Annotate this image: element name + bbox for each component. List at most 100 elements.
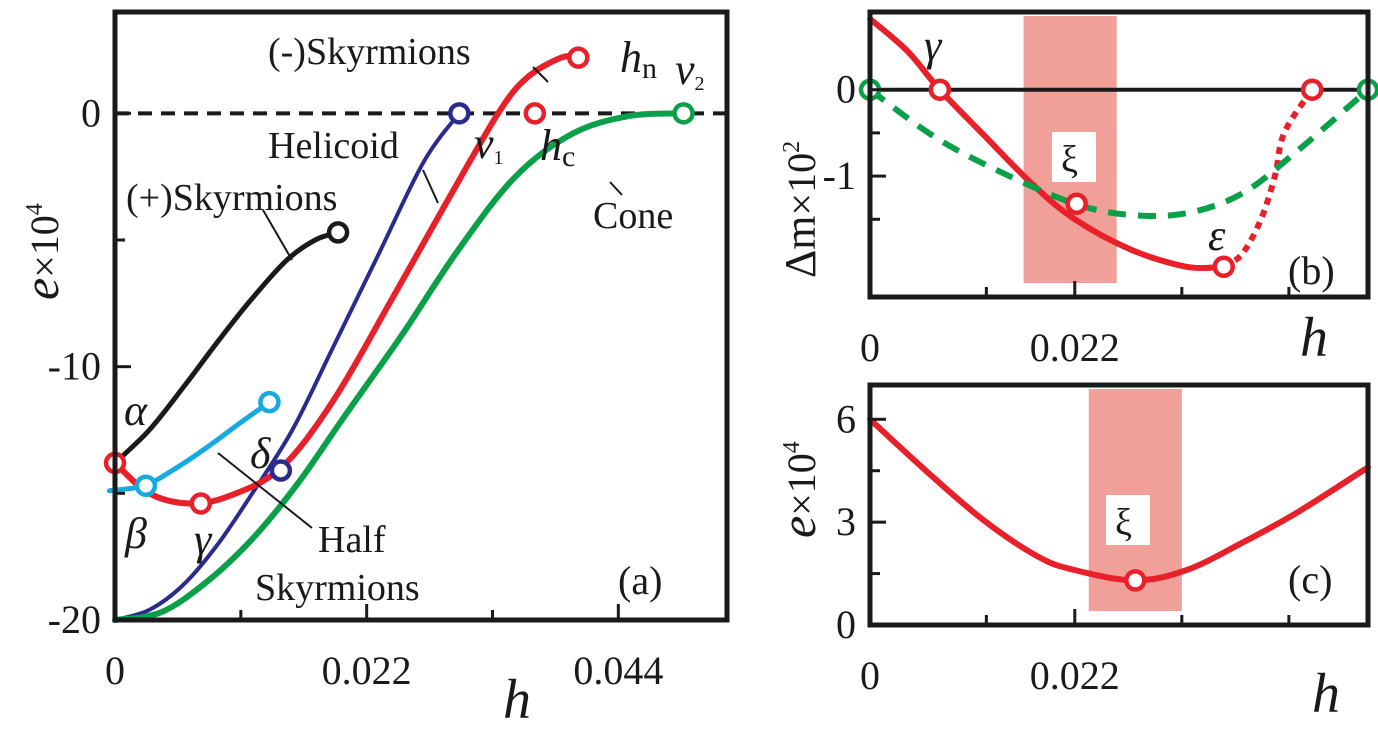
panel-a-label: (a) (618, 558, 662, 603)
panel-a-y-label-main: e (13, 278, 69, 300)
y-tick-label: -10 (48, 344, 101, 389)
panel-b-series-layer (867, 15, 1370, 272)
panel-c-x-label: h (1312, 663, 1340, 725)
label-cone: Cone (593, 195, 673, 237)
panel-a-axes: 0 0.022 0.044 0 -10 -20 (48, 90, 664, 693)
data-point-marker (928, 78, 952, 101)
y-tick-label: 0 (836, 602, 856, 647)
leader-line-minus-skyrmions (532, 66, 549, 83)
x-tick-label: 0 (860, 653, 880, 698)
panel-b-label-epsilon: ε (1208, 211, 1226, 260)
panel-b-y-label: Δm×102 (776, 141, 825, 278)
series-line-green (868, 87, 1370, 220)
panel-c-xi-label: ξ (1115, 502, 1132, 544)
series-line-red (867, 416, 1371, 584)
panel-b-xi-label: ξ (1061, 139, 1078, 181)
panel-b-markers (858, 78, 1378, 279)
label-hn-main: h (620, 33, 642, 82)
label-beta: β (124, 509, 147, 558)
panel-c-axes: 0 0.022 0 3 6 (836, 396, 1291, 698)
y-tick-label: 3 (836, 499, 856, 544)
series-line-minus_sky (112, 53, 582, 507)
panel-c-series-layer (867, 416, 1371, 584)
label-helicoid: Helicoid (268, 125, 399, 167)
data-point-marker (523, 102, 547, 125)
label-skyrmions: Skyrmions (255, 567, 420, 609)
label-nu2-main: ν (675, 45, 695, 94)
y-tick-label: -20 (48, 597, 101, 642)
panel-b-y-label-delta-m: Δm (776, 215, 825, 278)
panel-a-frame (112, 9, 730, 623)
panel-a-y-label: e×104 (13, 203, 69, 300)
leader-line-plus-skyrmions (262, 209, 293, 261)
data-point-marker (134, 474, 158, 497)
label-plus-skyrmions: (+)Skyrmions (126, 177, 337, 219)
label-alpha: α (124, 386, 148, 435)
panel-a-x-label: h (503, 669, 531, 729)
panel-c-label: (c) (1288, 557, 1332, 602)
label-gamma: γ (194, 515, 213, 564)
x-tick-label: 0.044 (573, 648, 663, 693)
x-tick-label: 0.022 (1030, 653, 1120, 698)
series-line-plus_sky (112, 229, 341, 466)
data-point-marker (448, 102, 471, 125)
panel-a: 0 0.022 0.044 0 -10 -20 (-)Skyrmions Helicoid… (13, 9, 730, 729)
panel-b-label-gamma: γ (924, 21, 943, 70)
x-tick-label: 0.022 (1030, 325, 1120, 370)
panel-b-y-label-exp: 2 (779, 141, 805, 153)
series-line-red_dot (1221, 88, 1315, 270)
panel-a-leader-lines (217, 66, 623, 529)
label-nu2: ν2 (675, 45, 705, 95)
label-half: Half (318, 519, 386, 561)
y-tick-label: 0 (836, 67, 856, 112)
leader-line-helicoid (422, 169, 439, 204)
panel-c-y-label-exp: 4 (779, 441, 805, 453)
y-tick-label: 6 (836, 396, 856, 441)
series-line-helicoid (113, 111, 462, 622)
data-point-marker (1124, 569, 1147, 592)
label-hc-main: h (540, 121, 562, 170)
label-nu1: ν1 (474, 119, 504, 169)
label-hn: hn (620, 33, 657, 85)
data-point-marker (189, 492, 213, 515)
panel-b-y-label-times: ×10 (779, 153, 824, 216)
label-minus-skyrmions: (-)Skyrmions (268, 31, 471, 73)
leader-line-half-skyrmions (217, 452, 313, 529)
label-nu1-sub: 1 (494, 147, 504, 169)
data-point-marker (258, 390, 281, 414)
x-tick-label: 0 (860, 325, 880, 370)
panel-c-y-label-main: e (770, 516, 826, 538)
data-point-marker (326, 221, 350, 244)
panel-b-y-label-main: Δm (776, 215, 825, 278)
data-point-marker (567, 46, 590, 69)
x-tick-label: 0.022 (322, 648, 412, 693)
panel-a-y-label-times: ×10 (22, 215, 67, 278)
panel-c-y-label-times: ×10 (779, 453, 824, 516)
panel-b: ξ 0 0.022 0 -1 γ ε (b) h Δm×102 (776, 9, 1378, 370)
data-point-marker (1300, 78, 1324, 101)
panel-c: ξ 0 0.022 0 3 6 (c) h e×104 (770, 382, 1371, 725)
panel-c-frame (867, 382, 1371, 628)
panel-b-label: (b) (1288, 248, 1335, 293)
label-delta: δ (250, 429, 272, 478)
label-hc-sub: c (562, 140, 575, 173)
label-nu2-sub: 2 (695, 73, 705, 95)
series-line-cone (112, 110, 687, 623)
panel-c-y-label: e×104 (770, 441, 826, 538)
label-hn-sub: n (642, 52, 657, 85)
data-point-marker (1065, 192, 1088, 215)
panel-c-xi-box (1106, 495, 1150, 545)
y-tick-label: -1 (823, 153, 856, 198)
panel-a-y-label-exp: 4 (22, 203, 48, 215)
panel-b-xi-box (1052, 132, 1096, 182)
data-point-marker (672, 102, 695, 125)
data-point-marker (269, 459, 293, 482)
y-tick-label: 0 (81, 90, 101, 135)
panel-b-frame (867, 9, 1371, 300)
panel-b-x-label: h (1300, 307, 1328, 369)
leader-line-cone (609, 181, 623, 196)
panel-c-markers (1124, 569, 1147, 592)
data-point-marker (1212, 255, 1235, 279)
x-tick-label: 0 (105, 648, 125, 693)
